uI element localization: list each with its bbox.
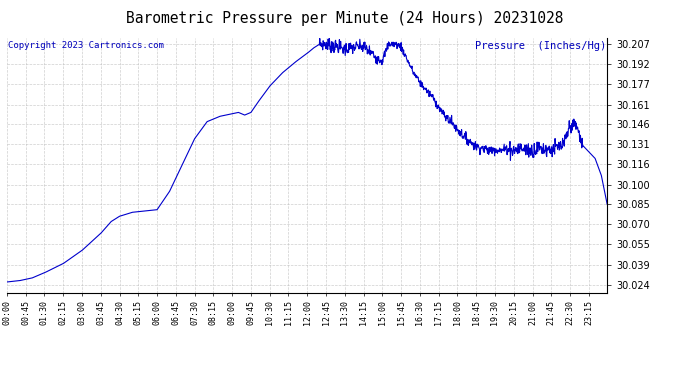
Text: Pressure  (Inches/Hg): Pressure (Inches/Hg) [475, 41, 606, 51]
Text: Copyright 2023 Cartronics.com: Copyright 2023 Cartronics.com [8, 41, 164, 50]
Text: Barometric Pressure per Minute (24 Hours) 20231028: Barometric Pressure per Minute (24 Hours… [126, 11, 564, 26]
